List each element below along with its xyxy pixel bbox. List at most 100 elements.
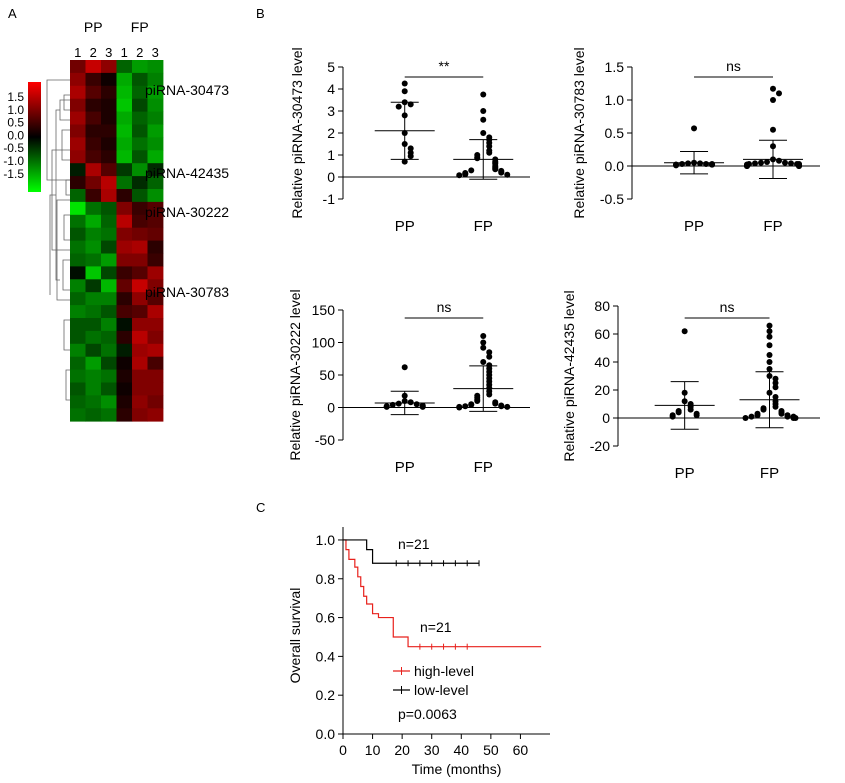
data-point [770,143,776,150]
x-tick-label: 0 [339,742,347,758]
column-label: 2 [90,45,97,60]
heatmap-cell [116,356,133,370]
heatmap-cell [85,150,102,164]
heatmap-cell [101,189,117,203]
data-point [691,125,698,132]
x-category-label: FP [763,218,782,235]
heatmap-cell [132,137,148,151]
y-tick-label: 0.5 [605,125,625,141]
heatmap-cell [70,266,86,280]
heatmap-cell [147,124,164,138]
y-tick-label: 0.2 [316,687,336,703]
y-tick-label: 80 [594,298,610,314]
significance-label: ns [720,299,735,315]
data-point [389,401,396,408]
x-category-label: FP [474,459,493,476]
row-label: piRNA-30222 [145,204,229,220]
data-point [772,403,779,410]
heatmap-cell [85,305,102,319]
heatmap-cell [101,318,117,332]
heatmap-cell [85,318,102,332]
column-label: 1 [121,45,128,60]
colorbar-tick-label: 0.0 [7,128,24,142]
data-point [685,160,692,167]
data-point [766,333,773,340]
data-point [480,344,487,351]
heatmap-cell [116,227,133,241]
heatmap-cell [116,150,133,164]
heatmap-cell [147,137,164,151]
heatmap-cell [132,163,148,177]
heatmap-cell [132,240,148,254]
data-point [770,97,776,103]
heatmap-cell [70,150,86,164]
y-tick-label: 150 [312,302,336,318]
heatmap-cell [70,227,86,241]
data-point [462,403,469,410]
y-tick-label: 60 [594,326,610,342]
scatter-panel-pirna-30473: -1 0 1 2 3 4 5 Relative piRNA-30473 level PP FP ** [289,47,530,235]
heatmap-cell [101,60,117,74]
heatmap-cell [132,305,148,319]
data-point [766,389,773,396]
x-axis-label: Time (months) [412,761,502,777]
y-axis-label: Overall survival [287,588,303,684]
y-tick-label: -1 [323,191,336,207]
dendrogram-branch [51,149,70,251]
annotation-p-value: p=0.0063 [398,706,457,722]
data-point [679,161,686,168]
heatmap-cell [132,214,148,229]
heatmap-cell [132,253,148,267]
heatmap-cell [70,292,86,306]
y-tick-label: 0 [327,400,335,416]
heatmap-cell [116,98,133,112]
heatmap-cell [85,60,102,74]
heatmap-cell [85,176,102,190]
survival-curve-high-level [343,539,542,648]
heatmap-cell [70,85,86,100]
data-point [681,328,688,335]
column-label: 3 [152,45,159,60]
y-tick-label: 20 [594,382,610,398]
heatmap-cell [147,189,164,203]
y-tick-label: 100 [312,335,336,351]
heatmap-cell [101,279,117,293]
heatmap-cell [85,111,102,125]
heatmap-cell [101,395,117,409]
significance-label: ns [726,58,741,74]
data-point [395,103,402,110]
heatmap-cell [70,318,86,332]
heatmap-cell [147,330,164,345]
dendrogram-branch [61,94,70,401]
heatmap-cell [85,253,102,267]
dendrogram-branch [46,79,70,181]
heatmap-cell [132,150,148,164]
data-point [468,167,475,174]
y-tick-label: 0 [327,169,335,185]
heatmap-cell [132,98,148,112]
heatmap-cell [147,72,164,87]
data-point [752,160,758,167]
heatmap-cell [70,111,86,125]
heatmap-cell [101,72,117,87]
heatmap-cell [70,124,86,138]
heatmap-cell [116,279,133,293]
heatmap-cell [70,189,86,203]
data-point [480,130,487,136]
heatmap-cell [132,292,148,306]
y-axis-label: Relative piRNA-30783 level [571,47,587,218]
data-point [772,380,779,386]
survival-panel: 0.0 0.2 0.4 0.6 0.8 1.0 0 10 20 30 40 50 60 Overall s… [287,527,550,777]
data-point [770,85,776,92]
x-category-label: FP [474,218,493,235]
data-point [675,409,682,416]
heatmap-cell [101,150,117,164]
row-dendrogram [46,79,70,401]
heatmap-cell [147,85,164,100]
survival-curve-low-level [343,539,480,564]
data-point [468,401,475,408]
heatmap-cell [70,137,86,151]
data-point [401,80,408,87]
y-tick-label: 1.5 [605,59,625,75]
data-point [407,145,414,152]
